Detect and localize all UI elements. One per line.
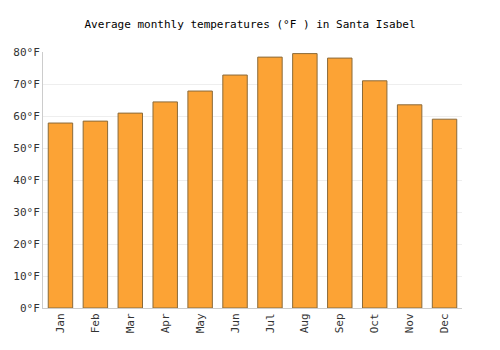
svg-text:70°F: 70°F	[13, 78, 40, 91]
svg-text:Average monthly temperatures (: Average monthly temperatures (°F ) in Sa…	[84, 18, 415, 31]
svg-text:80°F: 80°F	[13, 46, 40, 59]
svg-text:Apr: Apr	[159, 313, 172, 333]
svg-text:Mar: Mar	[124, 313, 137, 333]
svg-text:0°F: 0°F	[20, 302, 40, 315]
svg-text:Jul: Jul	[264, 313, 277, 333]
svg-text:50°F: 50°F	[13, 142, 40, 155]
svg-text:Dec: Dec	[438, 313, 451, 333]
svg-text:Jun: Jun	[229, 313, 242, 333]
svg-text:Aug: Aug	[298, 313, 311, 333]
svg-text:May: May	[194, 313, 207, 333]
svg-text:Jan: Jan	[54, 313, 67, 333]
svg-text:Feb: Feb	[89, 313, 102, 333]
svg-text:60°F: 60°F	[13, 110, 40, 123]
svg-text:Nov: Nov	[403, 313, 416, 333]
svg-text:Sep: Sep	[333, 313, 346, 333]
svg-text:10°F: 10°F	[13, 270, 40, 283]
svg-text:40°F: 40°F	[13, 174, 40, 187]
svg-text:30°F: 30°F	[13, 206, 40, 219]
svg-text:20°F: 20°F	[13, 238, 40, 251]
svg-text:Oct: Oct	[368, 313, 381, 333]
